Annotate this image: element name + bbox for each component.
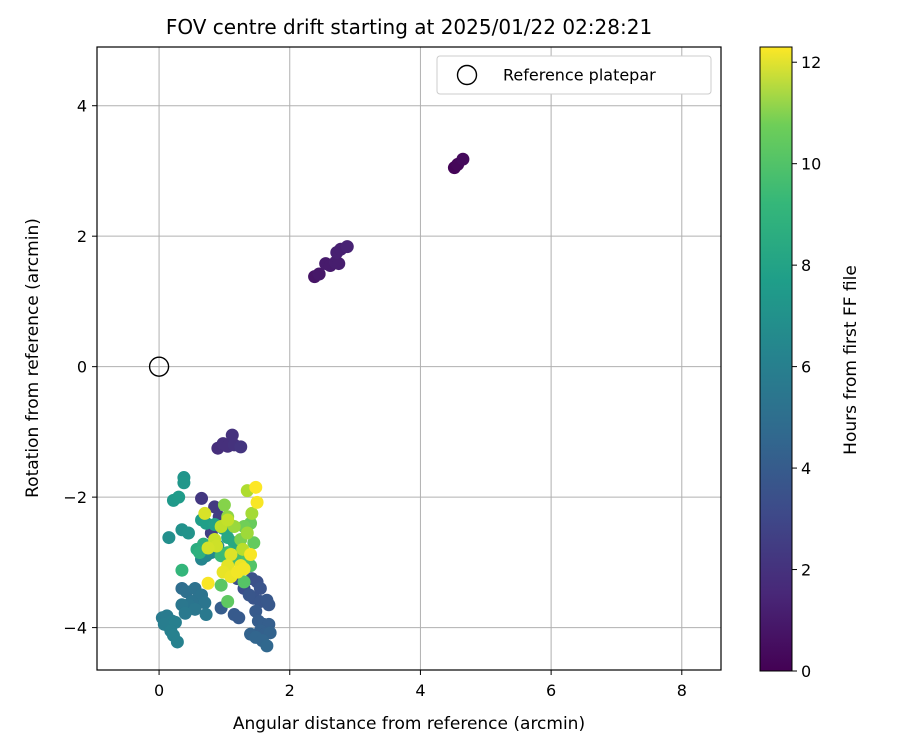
- data-point: [332, 257, 346, 271]
- data-point: [201, 541, 215, 555]
- data-point: [237, 575, 251, 589]
- colorbar-label: Hours from first FF file: [841, 265, 861, 455]
- x-axis-label: Angular distance from reference (arcmin): [233, 714, 585, 734]
- data-point: [162, 531, 176, 545]
- data-point: [242, 588, 256, 602]
- y-tick-label: 4: [77, 97, 87, 116]
- reference-layer: [148, 356, 170, 377]
- x-axis-ticks: 0 2 4 6 8: [154, 670, 687, 700]
- data-point: [195, 491, 209, 505]
- x-tick-label: 2: [285, 681, 295, 700]
- data-point: [240, 526, 254, 540]
- colorbar-tick-label: 8: [801, 256, 811, 275]
- data-point: [245, 506, 259, 520]
- colorbar-ticks: 0 2 4 6 8 10 12: [792, 53, 821, 681]
- data-point: [224, 548, 238, 562]
- chart-title: FOV centre drift starting at 2025/01/22 …: [166, 15, 652, 39]
- data-point: [181, 526, 195, 540]
- data-point: [178, 606, 192, 620]
- y-tick-label: −4: [63, 619, 87, 638]
- points-layer: [155, 152, 470, 653]
- data-point: [217, 498, 231, 512]
- data-point: [201, 576, 215, 590]
- legend-box: [436, 55, 712, 95]
- data-point: [198, 596, 212, 610]
- data-point: [249, 604, 263, 618]
- data-point: [172, 490, 186, 504]
- data-point: [312, 267, 326, 281]
- data-point: [456, 152, 470, 166]
- data-point: [244, 548, 258, 562]
- x-tick-label: 6: [546, 681, 556, 700]
- data-point: [177, 476, 191, 490]
- data-point: [214, 578, 228, 592]
- grid-layer: [97, 47, 721, 670]
- data-point: [247, 536, 261, 550]
- data-point: [221, 513, 235, 527]
- legend-entry-reference-platepar: Reference platepar: [503, 66, 656, 85]
- colorbar-tick-label: 12: [801, 53, 821, 72]
- data-point: [198, 506, 212, 520]
- colorbar-tick-label: 2: [801, 561, 811, 580]
- colorbar-gradient: [760, 47, 792, 671]
- y-axis-ticks: −4 −2 0 2 4: [63, 97, 97, 638]
- colorbar-tick-label: 4: [801, 459, 811, 478]
- data-point: [170, 635, 184, 649]
- x-tick-label: 4: [415, 681, 425, 700]
- reference-platepar-marker: [148, 356, 170, 377]
- x-tick-label: 8: [677, 681, 687, 700]
- y-tick-label: 0: [77, 358, 87, 377]
- data-point: [199, 608, 213, 622]
- data-point: [188, 602, 202, 616]
- data-point: [237, 562, 251, 576]
- data-point: [253, 581, 267, 595]
- colorbar-tick-label: 6: [801, 358, 811, 377]
- y-tick-label: 2: [77, 227, 87, 246]
- data-point: [175, 563, 189, 577]
- colorbar-frame: [759, 46, 793, 672]
- colorbar: 0 2 4 6 8 10 12 Hours from first FF file: [759, 46, 861, 681]
- y-tick-label: −2: [63, 488, 87, 507]
- data-point: [232, 611, 246, 625]
- legend-marker-reference-platepar: [456, 64, 478, 86]
- data-point: [260, 639, 274, 653]
- data-point: [221, 595, 235, 609]
- x-tick-label: 0: [154, 681, 164, 700]
- data-point: [250, 495, 264, 509]
- colorbar-tick-label: 10: [801, 155, 821, 174]
- data-point: [340, 240, 354, 254]
- data-point: [262, 598, 276, 612]
- plot-frame: [96, 46, 722, 671]
- data-point: [225, 428, 239, 442]
- colorbar-tick-label: 0: [801, 662, 811, 681]
- data-point: [249, 480, 263, 494]
- y-axis-label: Rotation from reference (arcmin): [23, 218, 43, 498]
- data-point: [208, 500, 222, 514]
- legend: Reference platepar: [436, 55, 712, 95]
- data-point: [234, 440, 248, 454]
